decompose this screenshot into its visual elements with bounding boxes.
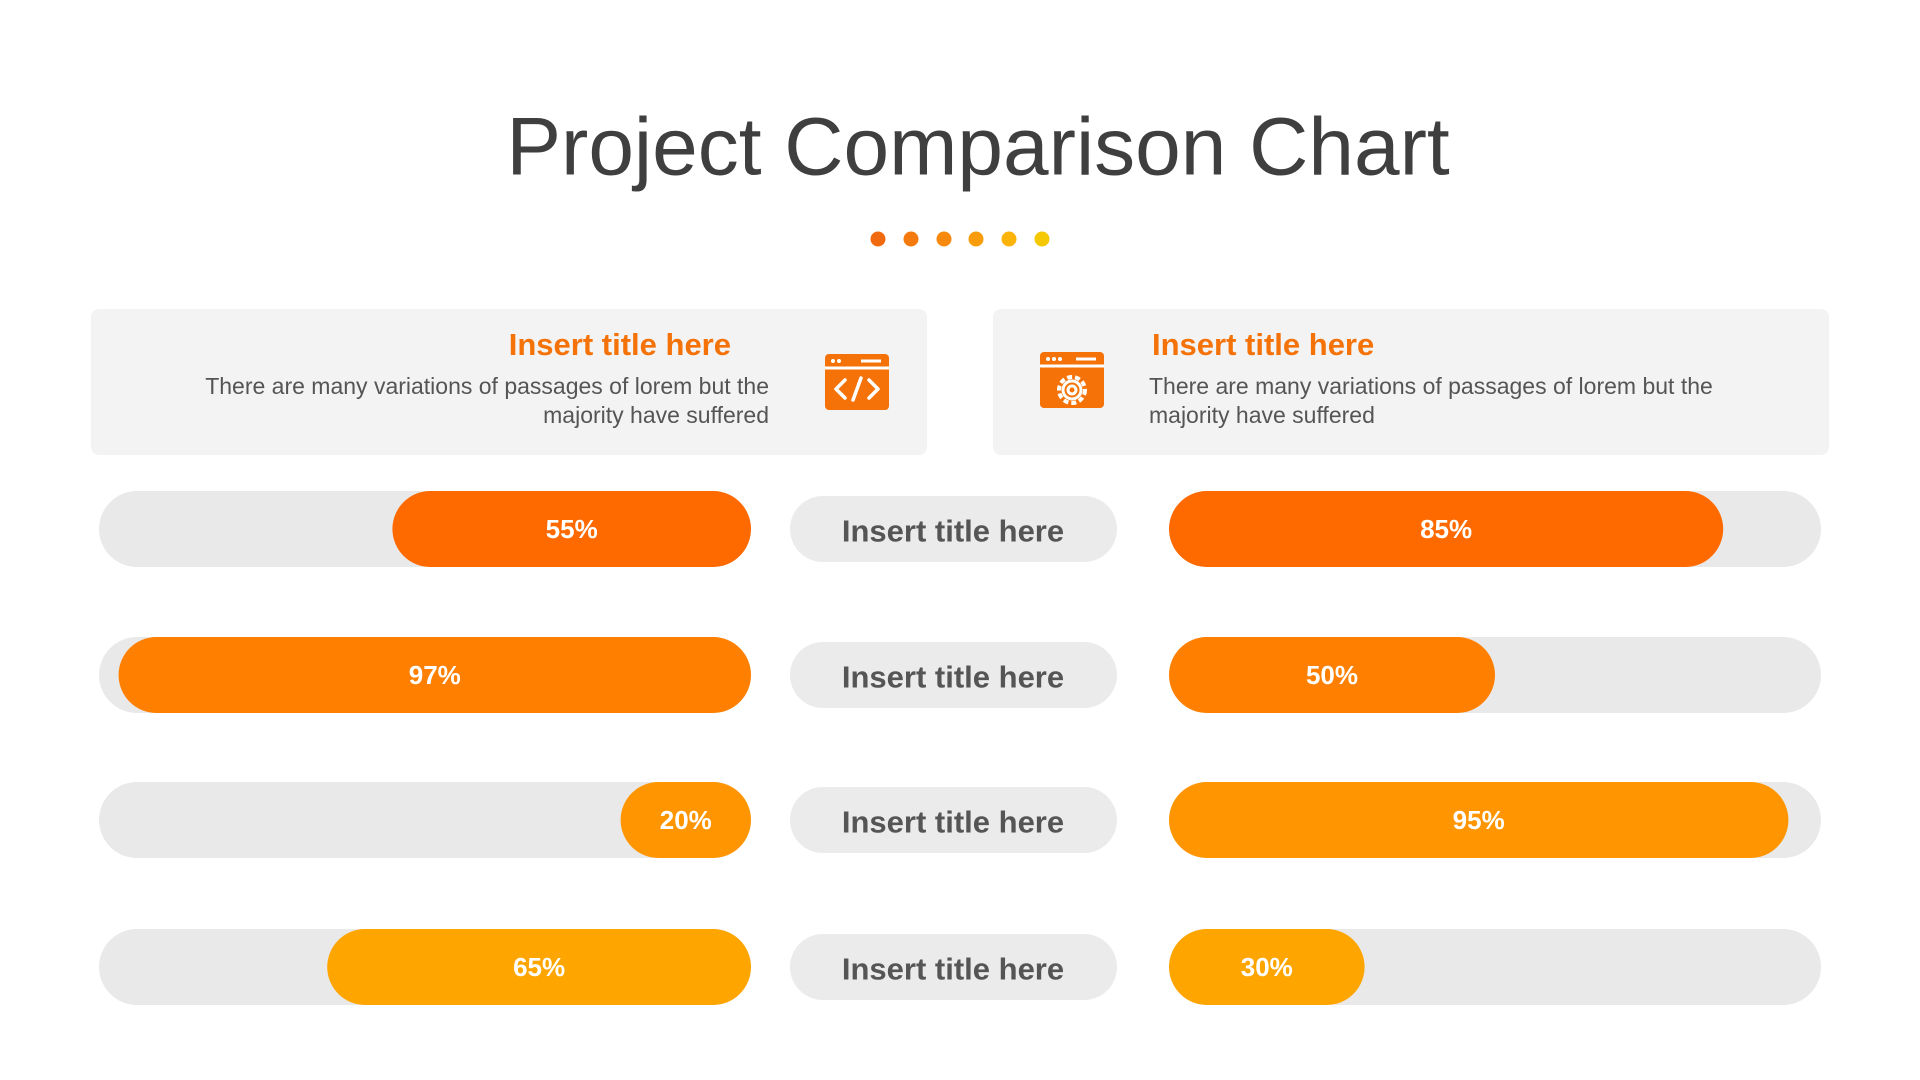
- value-label: 95%: [1453, 805, 1505, 835]
- card-description: There are many variations of passages of…: [205, 373, 769, 428]
- code-icon: [825, 354, 889, 410]
- value-label: 55%: [546, 514, 598, 544]
- dot: [1001, 231, 1017, 247]
- bar: [1169, 929, 1365, 1005]
- value-label: 85%: [1420, 514, 1472, 544]
- value-label: 97%: [409, 660, 461, 690]
- category-label: Insert title here: [842, 660, 1064, 695]
- card-title: Insert title here: [1152, 327, 1375, 362]
- category-pill: [790, 642, 1117, 708]
- bar: [620, 782, 751, 858]
- value-label: 20%: [660, 805, 712, 835]
- bar: [1169, 491, 1724, 567]
- category-pill: [790, 787, 1117, 853]
- card-title: Insert title here: [508, 327, 731, 362]
- bar: [1169, 637, 1495, 713]
- value-label: 30%: [1241, 952, 1293, 982]
- dot: [1034, 231, 1050, 247]
- card: [993, 309, 1829, 455]
- card-description: There are many variations of passages of…: [1149, 373, 1713, 428]
- dot: [936, 231, 952, 247]
- bar: [118, 637, 751, 713]
- bar: [1169, 782, 1789, 858]
- dots: [870, 231, 1050, 247]
- bar: [392, 491, 751, 567]
- dot: [968, 231, 984, 247]
- dot: [903, 231, 919, 247]
- category-label: Insert title here: [842, 952, 1064, 987]
- chart-title: Project Comparison Chart: [506, 102, 1450, 193]
- track: [99, 782, 751, 858]
- value-label: 65%: [513, 952, 565, 982]
- category-pill: [790, 496, 1117, 562]
- value-label: 50%: [1306, 660, 1358, 690]
- dot: [870, 231, 886, 247]
- category-label: Insert title here: [842, 514, 1064, 549]
- category-pill: [790, 934, 1117, 1000]
- category-label: Insert title here: [842, 805, 1064, 840]
- card: [91, 309, 927, 455]
- settings-icon: [1040, 352, 1104, 408]
- bar: [327, 929, 751, 1005]
